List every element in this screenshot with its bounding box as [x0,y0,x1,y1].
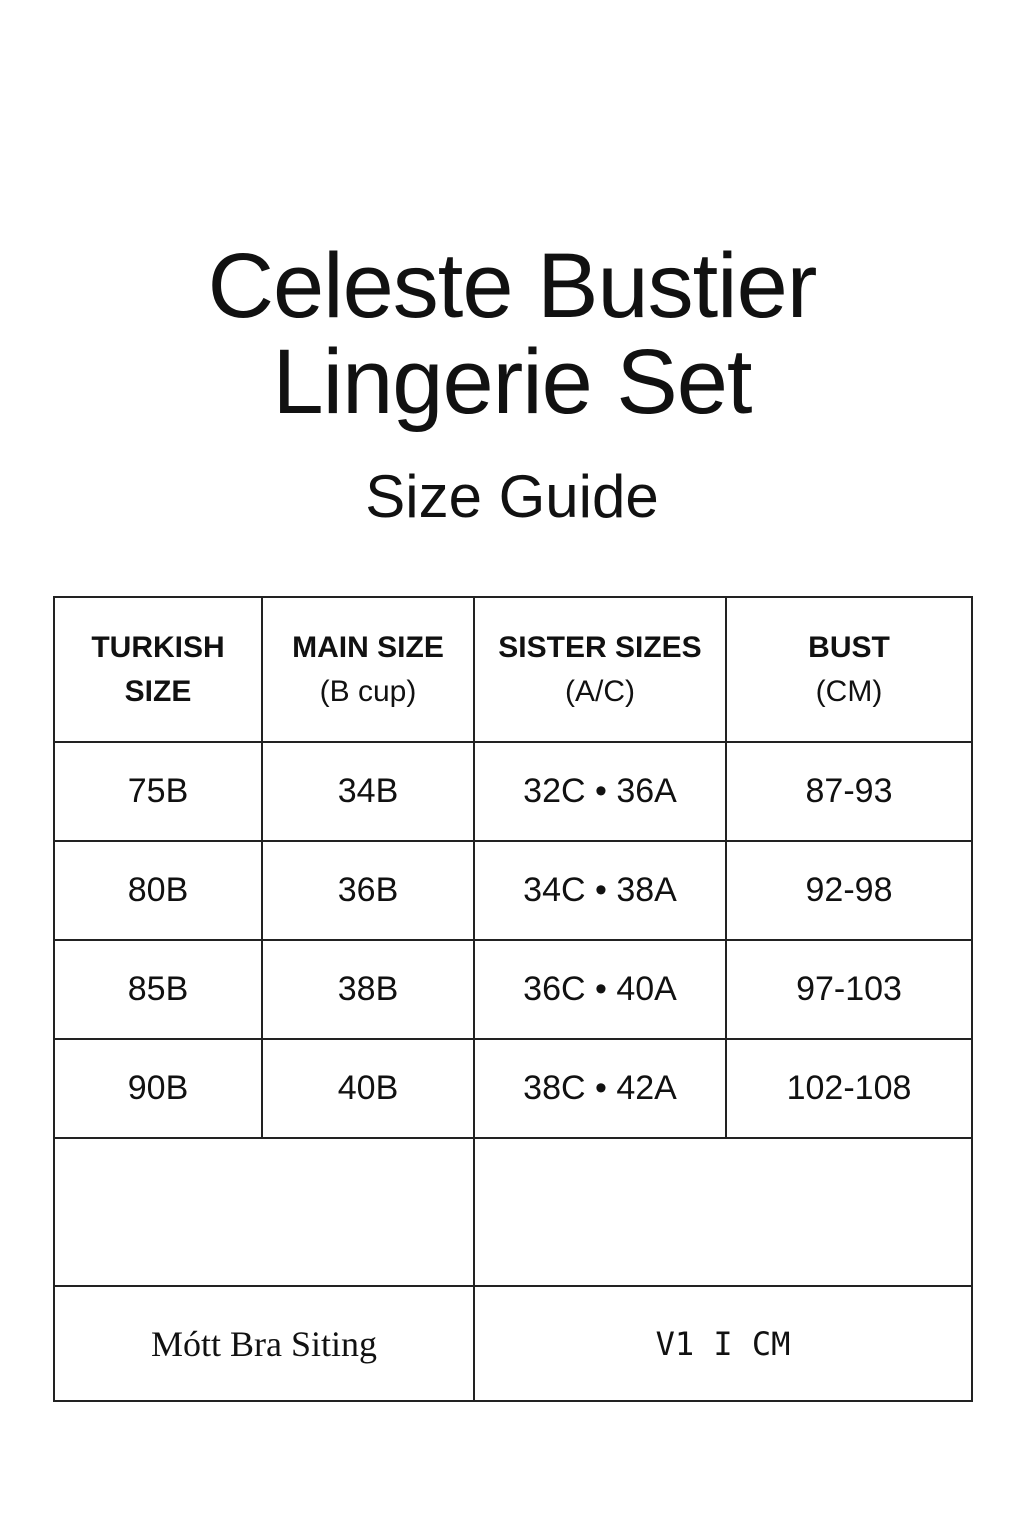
header-line: TURKISH [91,630,225,664]
cell-sister-sizes: 32C • 36A [473,741,727,842]
cell-main-size: 34B [261,741,475,842]
cell-sister-sizes: 34C • 38A [473,840,727,941]
blank-cell [473,1137,973,1287]
cell-turkish-size: 90B [53,1038,263,1139]
cell-main-size: 40B [261,1038,475,1139]
header-main-size: MAIN SIZE (B cup) [261,596,475,743]
page-title-line-1: Celeste Bustier [207,235,818,337]
cell-bust: 102-108 [725,1038,973,1139]
cell-turkish-size: 80B [53,840,263,941]
cell-turkish-size: 75B [53,741,263,842]
cell-main-size: 36B [261,840,475,941]
footer-right-cell: V1 I CM [473,1285,973,1402]
page-subtitle: Size Guide [365,463,659,530]
blank-cell [53,1137,475,1287]
header-line: (A/C) [565,674,635,708]
table-blank-row [53,1137,973,1287]
cell-main-size: 38B [261,939,475,1040]
table-row: 75B 34B 32C • 36A 87-93 [53,741,973,842]
cell-bust: 87-93 [725,741,973,842]
header-line: (CM) [815,674,883,708]
header-line: BUST [808,630,890,664]
cell-sister-sizes: 38C • 42A [473,1038,727,1139]
table-header-row: TURKISH SIZE MAIN SIZE (B cup) SISTER SIZE… [53,596,973,743]
header-line: (B cup) [319,674,417,708]
table-row: 85B 38B 36C • 40A 97-103 [53,939,973,1040]
header-line: SISTER SIZES [498,630,702,664]
header-turkish-size: TURKISH SIZE [53,596,263,743]
header-line: MAIN SIZE [292,630,444,664]
cell-bust: 92-98 [725,840,973,941]
cell-sister-sizes: 36C • 40A [473,939,727,1040]
page-title-line-2: Lingerie Set [272,331,753,433]
cell-bust: 97-103 [725,939,973,1040]
table-row: 90B 40B 38C • 42A 102-108 [53,1038,973,1139]
header-sister-sizes: SISTER SIZES (A/C) [473,596,727,743]
table-footer-row: Mótt Bra Siting V1 I CM [53,1285,973,1402]
table-row: 80B 36B 34C • 38A 92-98 [53,840,973,941]
header-bust: BUST (CM) [725,596,973,743]
footer-left-cell: Mótt Bra Siting [53,1285,475,1402]
cell-turkish-size: 85B [53,939,263,1040]
header-line: SIZE [124,674,192,708]
size-guide-table: TURKISH SIZE MAIN SIZE (B cup) SISTER SIZE… [53,596,973,1402]
